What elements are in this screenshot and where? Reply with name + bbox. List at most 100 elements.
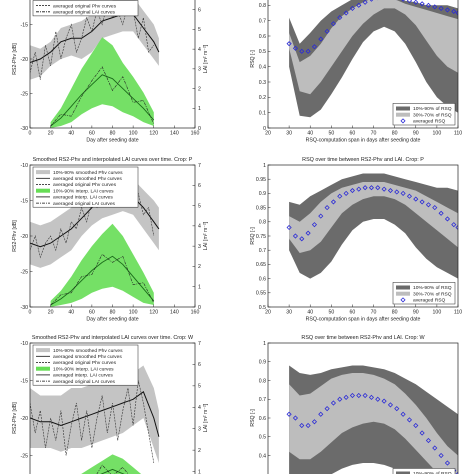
legend-label: averaged original Phv curves [53,182,117,188]
legend-label: averaged RSQ [413,119,446,125]
x-tick-label: 60 [350,310,356,316]
rsq-mean-point [286,41,292,47]
x-tick-label: 80 [110,310,116,316]
rsq-mean-point [381,186,387,192]
rsq-mean-point [305,422,311,429]
y2-axis-label: LAI [m² m⁻²] [203,44,209,73]
rsq-mean-point [330,199,337,205]
x-tick-label: 120 [149,310,158,316]
legend-label: averaged interp. LAI curves [53,195,113,201]
x-tick-label: 40 [307,131,313,137]
x-tick-label: 30 [286,131,292,137]
x-tick-label: 110 [454,131,462,137]
rsq-mean-point [299,422,305,429]
rsq-mean-point [362,0,368,5]
legend-swatch [396,285,410,290]
y2-tick-label: 5 [198,384,201,390]
plot-content [30,0,160,128]
x-tick-label: 50 [328,131,334,137]
x-tick-label: 140 [170,131,179,137]
chart-title: Smoothed RS2-Phv and interpolated LAI cu… [32,335,194,341]
x-tick-label: 60 [89,131,95,137]
rsq-mean-point [311,222,318,228]
plot-content [286,0,458,118]
chart-title: RSQ over time between RS2-Phv and LAI. C… [302,157,424,163]
y-tick-label: 1 [263,163,266,169]
y-tick-label: 1 [263,341,266,347]
y2-tick-label: 4 [198,405,201,411]
rsq-mean-point [305,230,311,236]
y2-tick-label: 1 [198,285,201,291]
y-tick-label: -25 [21,453,29,459]
rsq-mean-point [299,236,305,242]
rsq-mean-point [394,189,400,195]
y-tick-label: 0 [263,126,266,132]
y2-tick-label: 7 [198,341,201,347]
panel-left-middle: -30 -25 -20 -15 -10 0 1 2 3 4 5 6 7 0 20 40 60 80 100 120 14… [12,157,209,323]
rsq-mean-point [356,2,362,8]
y-tick-label: -25 [21,91,29,97]
rsq-band-30-70 [289,373,458,474]
y2-tick-label: 4 [198,224,201,230]
y-axis-label: RSQ [-] [250,409,256,427]
phv-band [30,0,159,80]
rsq-mean-point [438,452,444,459]
x-tick-label: 80 [392,131,398,137]
rsq-mean-point [438,210,444,216]
x-tick-label: 20 [48,131,54,137]
plot-content [286,173,458,279]
y-tick-label: 0.85 [256,205,266,211]
y-tick-label: 0.6 [259,416,266,422]
rsq-mean-point [444,216,451,222]
legend-swatch [36,188,50,193]
x-tick-label: 120 [149,131,158,137]
rsq-band-30-70 [289,182,458,253]
legend-swatch [396,112,410,117]
y2-tick-label: 3 [198,427,201,433]
legend-label: averaged RSQ [413,298,446,304]
y2-tick-label: 2 [198,264,201,270]
y2-tick-label: 6 [198,362,201,368]
x-tick-label: 100 [129,131,138,137]
rsq-mean-point [425,2,432,8]
y2-axis-label: LAI [m² m⁻²] [203,403,209,432]
y-tick-label: -15 [21,198,29,204]
legend-label: 30%-70% of RSQ [413,291,452,297]
y2-tick-label: 3 [198,244,201,250]
rsq-mean-point [318,411,324,417]
rsq-mean-point [343,10,349,16]
lai-mean-line [50,255,155,306]
y-tick-label: -30 [21,126,29,132]
y-tick-label: -10 [21,163,29,169]
y-axis-label: RSQ [-] [250,50,256,68]
y-tick-label: -25 [21,269,29,275]
y-tick-label: 0.8 [259,3,266,9]
rsq-mean-point [432,205,438,211]
rsq-mean-point [419,430,425,436]
rsq-mean-point [356,392,362,399]
y2-tick-label: 2 [198,86,201,92]
lai-mean-line [100,468,125,474]
legend-label: averaged original LAI curves [53,10,116,16]
y2-tick-label: 1 [198,469,201,474]
rsq-mean-point [311,44,318,50]
y-tick-label: 0.9 [259,360,266,366]
y-axis-label: RS2-Phv [dB] [12,43,18,75]
rsq-mean-point [330,400,337,406]
rsq-mean-point [451,8,457,15]
legend-swatch [36,348,50,353]
legend-box [392,468,456,474]
legend-label: 10%-90% interp. LAI curves [53,366,114,372]
rsq-mean-point [451,222,457,228]
phv-orig-line [30,380,155,464]
rsq-mean-point [349,187,356,194]
rsq-mean-point [400,190,406,196]
x-tick-label: 140 [170,310,179,316]
rsq-mean-point [305,48,311,54]
y-tick-label: -10 [21,341,29,347]
y-tick-label: 0.95 [256,177,266,183]
